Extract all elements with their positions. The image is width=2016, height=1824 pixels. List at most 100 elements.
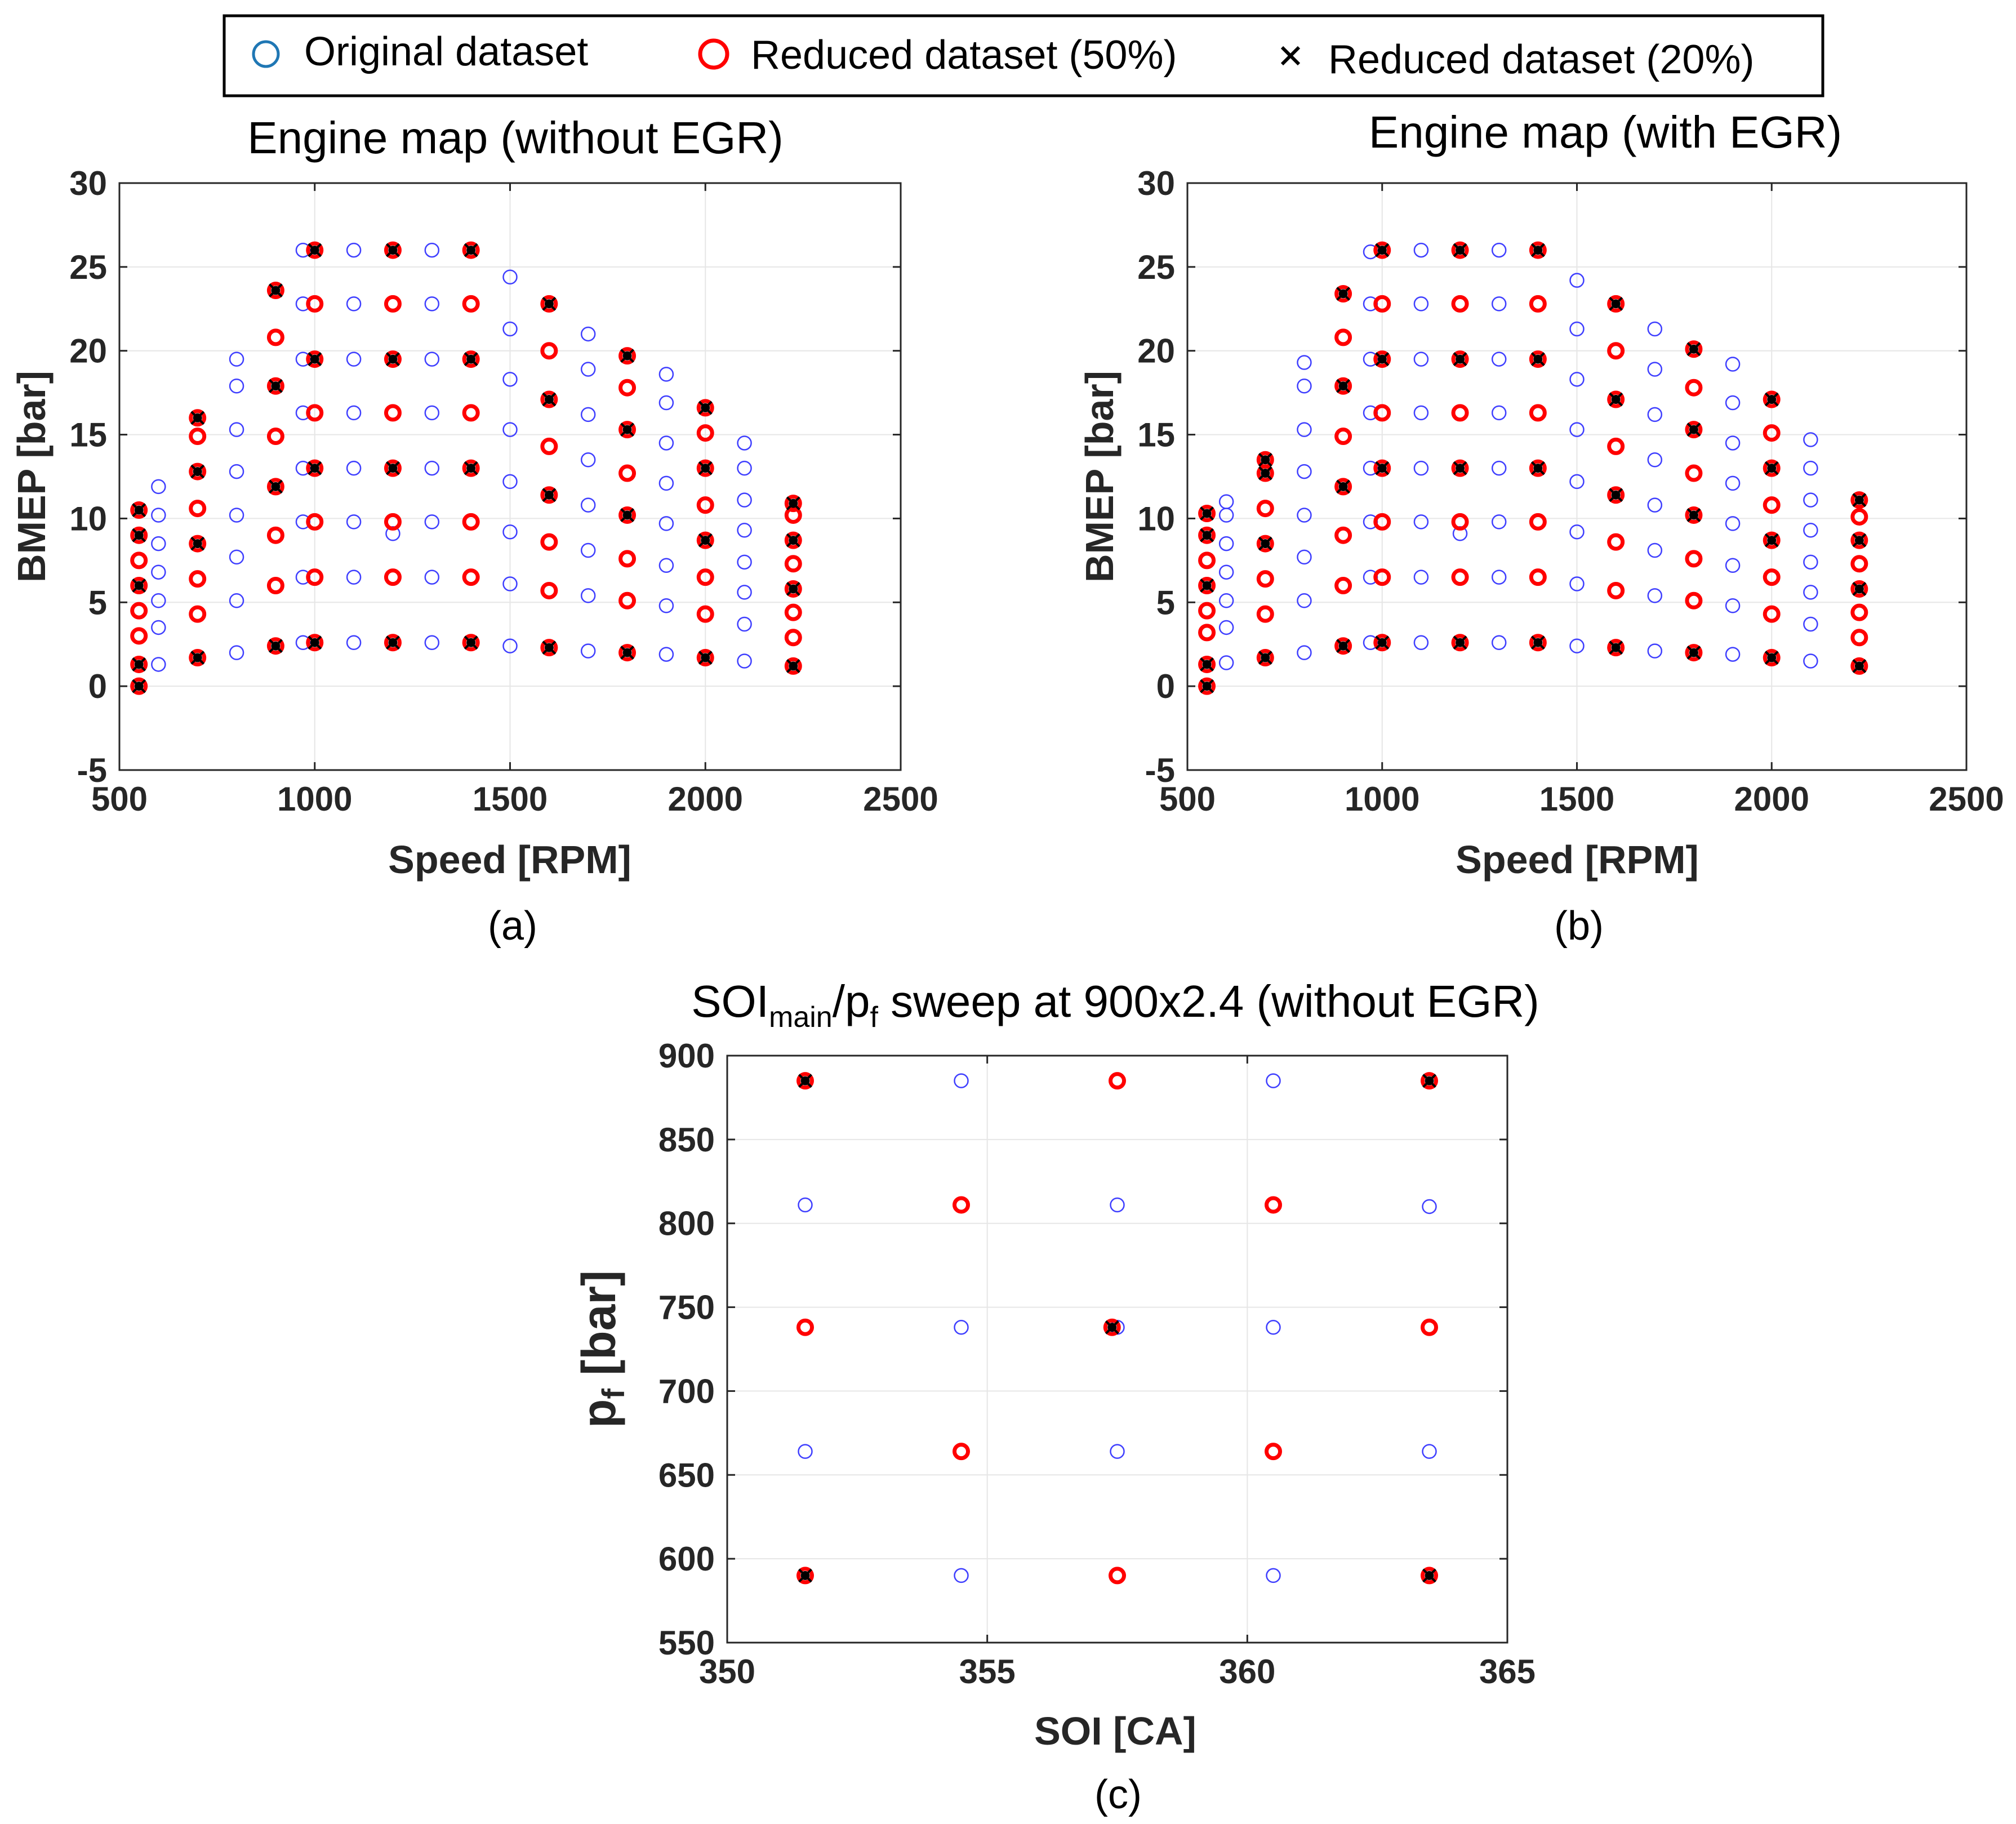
reduced50-point [266, 478, 284, 496]
reduced20-point [268, 639, 283, 653]
original-point [580, 362, 596, 377]
reduced50-point [1529, 634, 1547, 652]
reduced50-point [953, 1196, 970, 1214]
reduced20-point [308, 243, 322, 257]
reduced20-point [620, 422, 634, 437]
reduced20-point [1530, 635, 1545, 650]
y-tick-label: 650 [658, 1456, 715, 1494]
reduced20-point [620, 508, 634, 522]
reduced50-point [1685, 550, 1703, 568]
original-point [1413, 405, 1429, 421]
reduced50-point [1334, 526, 1352, 544]
reduced50-point [1850, 508, 1868, 526]
reduced50-point [696, 399, 714, 417]
original-point [424, 242, 440, 258]
original-point [151, 564, 166, 580]
reduced20-point [1375, 352, 1390, 367]
reduced20-point [386, 352, 400, 367]
legend-reduced50-marker [698, 38, 729, 70]
reduced20-point [1852, 533, 1867, 548]
plot-b-ticks: 500 1000 1500 2000 2500 -5 0 5 10 15 20 25 30 [1137, 164, 2004, 818]
legend-box [222, 14, 1824, 97]
reduced20-point [1453, 243, 1467, 257]
reduced50-point [1607, 390, 1625, 408]
original-point [424, 514, 440, 530]
original-point [502, 638, 518, 653]
reduced20-point [464, 352, 478, 367]
original-point [1569, 576, 1585, 591]
reduced20-point [798, 1568, 812, 1583]
reduced20-point [1258, 466, 1272, 481]
original-point [737, 435, 752, 451]
original-point [1297, 593, 1312, 608]
reduced20-point [698, 533, 713, 548]
reduced50-point [1607, 342, 1625, 360]
reduced50-point [1334, 328, 1352, 346]
original-point [229, 464, 244, 479]
plot-a-caption: (a) [488, 904, 537, 949]
reduced50-point [1256, 649, 1274, 667]
y-tick-label: -5 [1145, 751, 1175, 789]
reduced50-point [189, 409, 207, 427]
original-point [502, 372, 518, 387]
original-point [1569, 273, 1585, 288]
original-point [1491, 460, 1507, 476]
original-point [1803, 523, 1818, 538]
original-point [1725, 516, 1741, 531]
original-point [1297, 378, 1312, 394]
reduced50-point [1256, 605, 1274, 623]
reduced50-point [1685, 591, 1703, 610]
reduced20-point [786, 659, 800, 673]
legend-original-label: Original dataset [304, 29, 588, 74]
original-point [502, 269, 518, 284]
reduced20-point [1200, 657, 1214, 671]
reduced50-point [1763, 496, 1781, 514]
x-tick-label: 2000 [668, 780, 743, 818]
reduced50-point [306, 295, 324, 313]
reduced50-point [1451, 459, 1469, 477]
reduced50-point [130, 655, 148, 673]
original-point [1218, 508, 1234, 523]
reduced50-point [618, 550, 637, 568]
original-point [737, 616, 752, 632]
plot-b-caption: (b) [1554, 904, 1604, 949]
reduced20-point [1609, 296, 1623, 311]
reduced50-point [1373, 459, 1391, 477]
reduced50-point [306, 568, 324, 586]
reduced20-point [190, 536, 205, 551]
original-point [954, 1320, 969, 1335]
reduced50-point [784, 580, 802, 598]
y-tick-label: 30 [69, 164, 107, 202]
reduced20-point [1258, 651, 1272, 665]
original-point [658, 367, 674, 382]
original-point [1413, 514, 1429, 530]
reduced20-point [386, 461, 400, 475]
original-point [1725, 647, 1741, 662]
reduced20-point [1375, 461, 1390, 475]
reduced20-point [542, 640, 557, 655]
reduced50-point [1256, 570, 1274, 588]
original-point [658, 598, 674, 613]
original-point [658, 435, 674, 451]
reduced50-point [1198, 526, 1216, 544]
reduced50-point [1607, 639, 1625, 657]
original-point [798, 1197, 813, 1213]
reduced50-point [266, 637, 284, 655]
y-tick-label: 0 [88, 668, 107, 705]
reduced50-point [696, 424, 714, 442]
reduced20-point [620, 646, 634, 660]
original-point [1110, 1197, 1125, 1213]
reduced50-point [384, 634, 402, 652]
reduced50-point [1198, 577, 1216, 595]
original-point [1647, 542, 1663, 558]
reduced50-point [618, 591, 637, 610]
reduced50-point [384, 459, 402, 477]
reduced20-point [1422, 1568, 1436, 1583]
reduced20-point [698, 461, 713, 475]
reduced50-point [1198, 504, 1216, 522]
x-tick-label: 500 [1159, 780, 1216, 818]
original-point [1803, 585, 1818, 600]
reduced50-point [384, 513, 402, 531]
reduced50-point [1334, 478, 1352, 496]
reduced20-point [786, 533, 800, 548]
